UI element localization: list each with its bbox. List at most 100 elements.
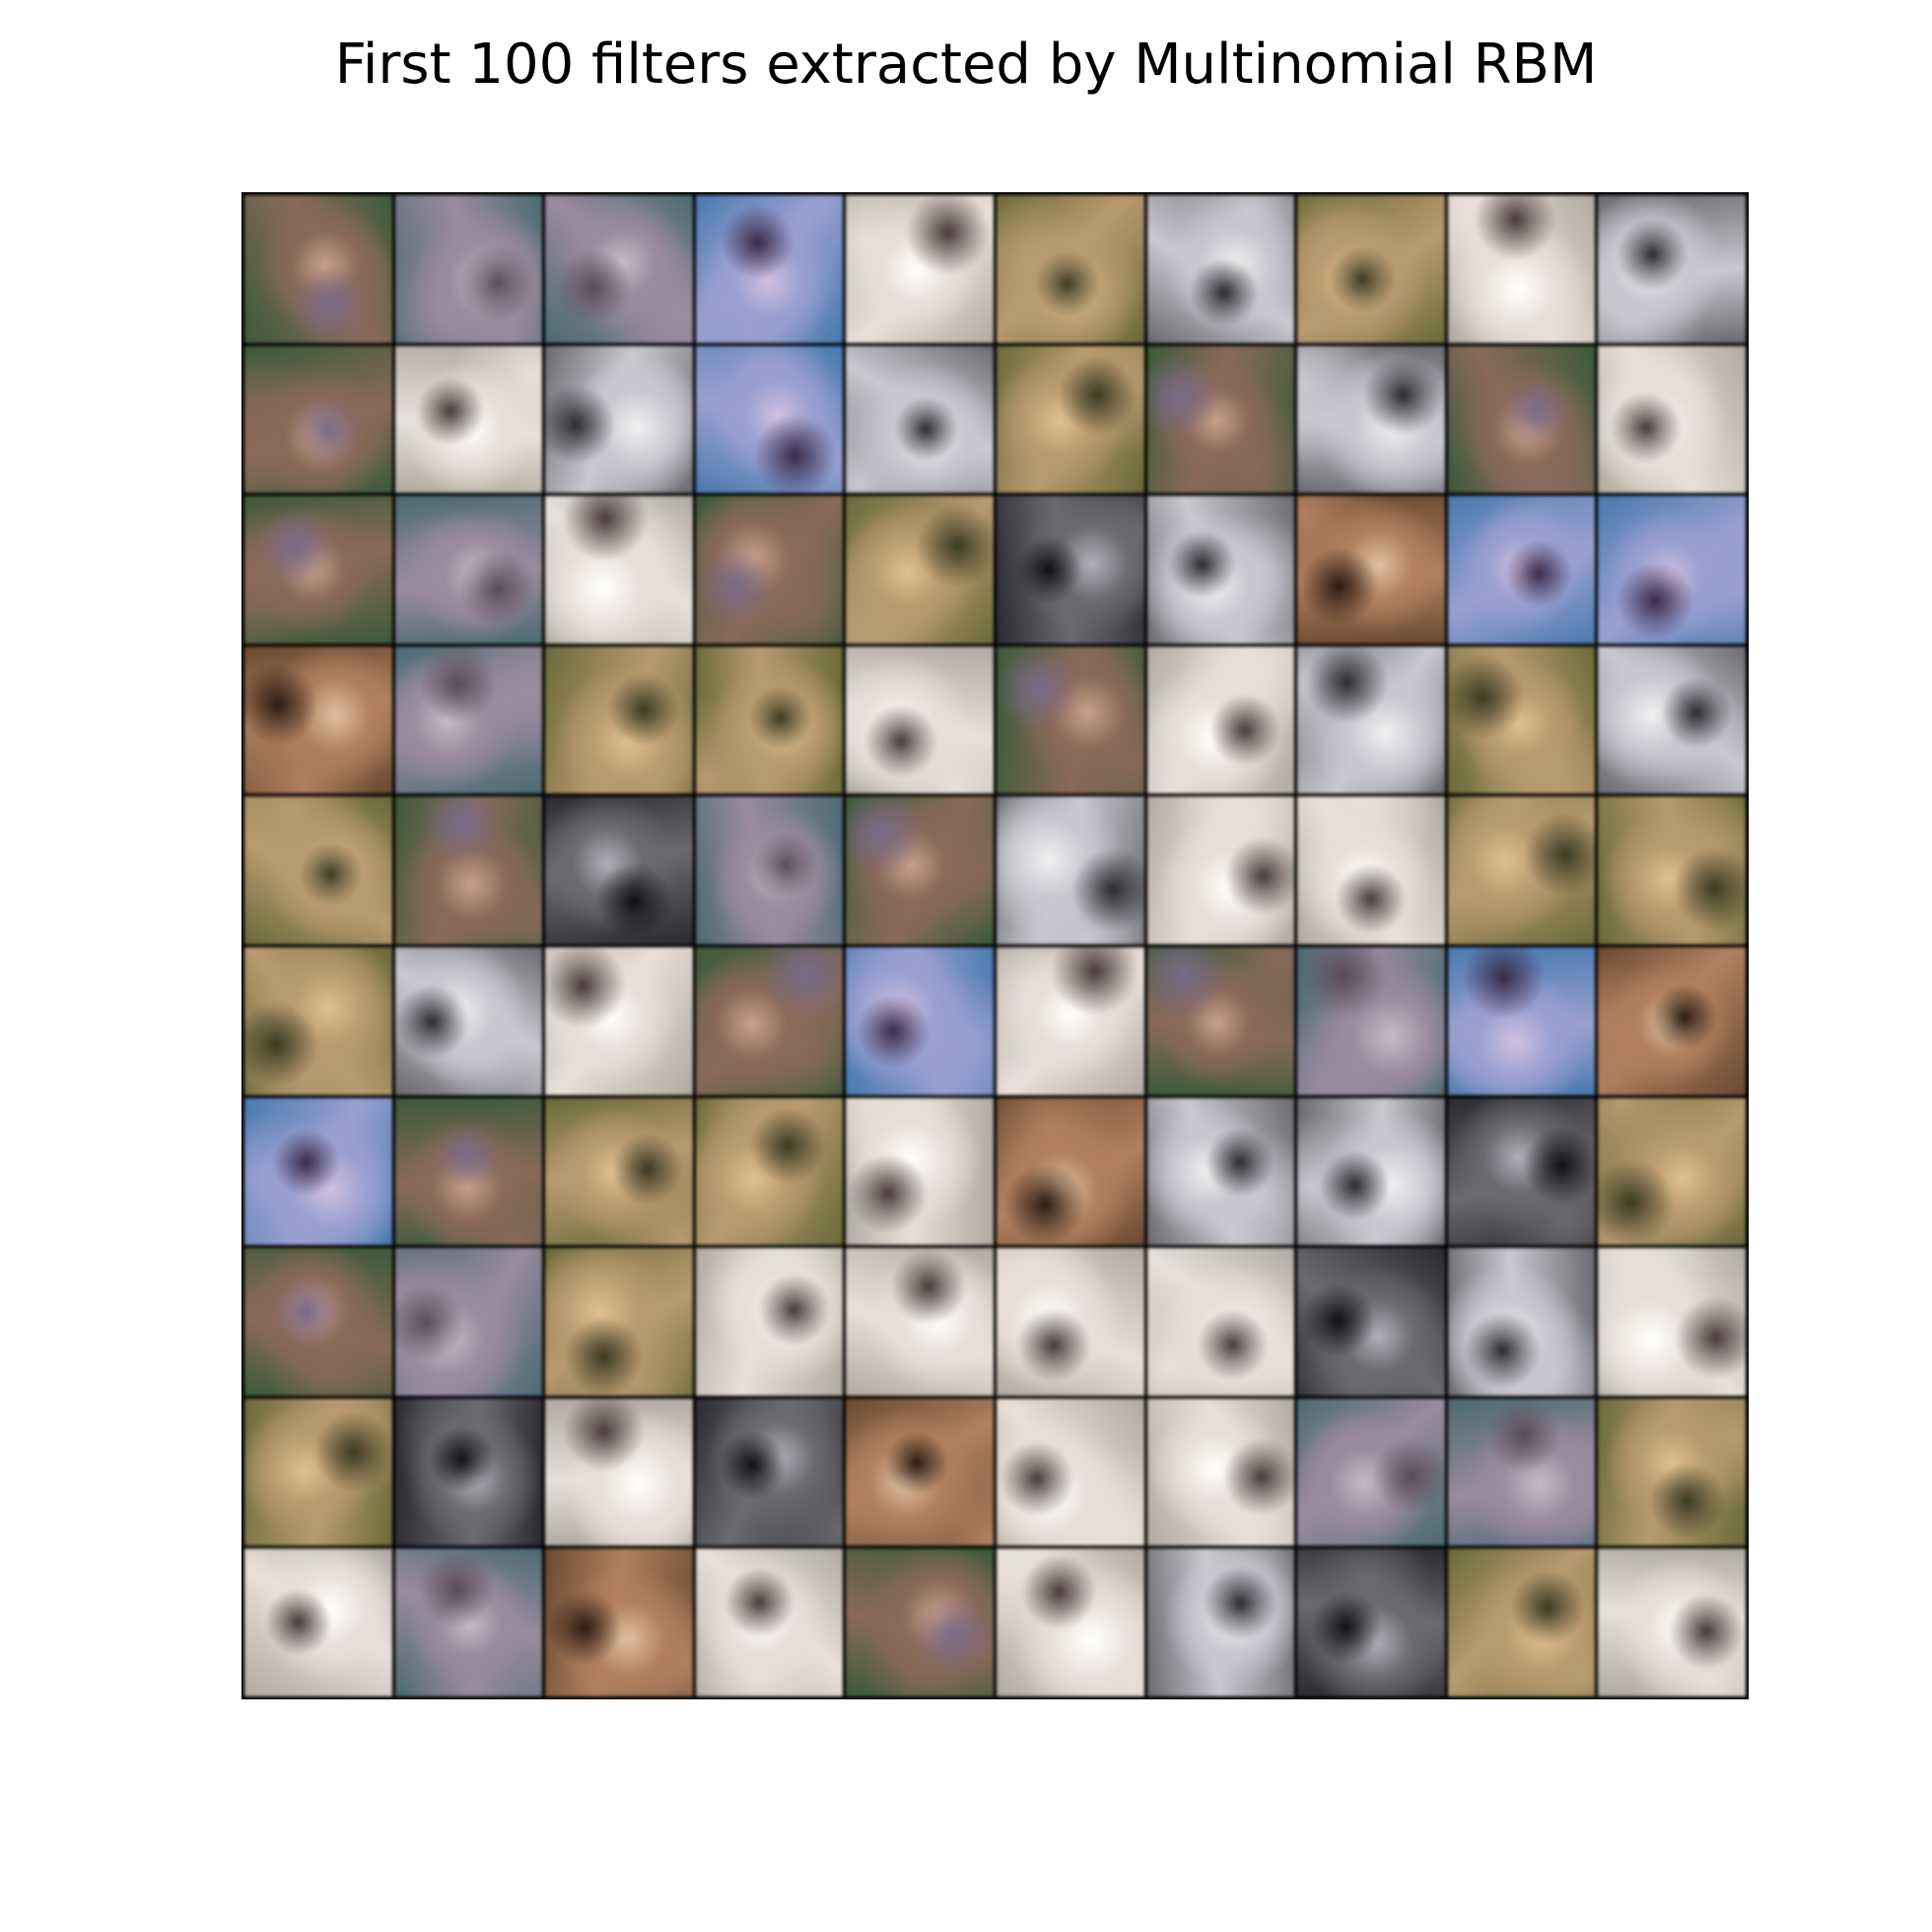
filter-tile <box>1598 947 1746 1095</box>
filter-tile <box>545 496 693 644</box>
filter-tile <box>1146 345 1295 494</box>
filter-tile <box>695 1549 844 1696</box>
filter-tile <box>1598 345 1746 494</box>
filter-tile <box>997 947 1144 1095</box>
filter-tile <box>244 1398 392 1547</box>
filter-tile <box>846 646 994 794</box>
filter-tile <box>1297 947 1445 1095</box>
filter-tile <box>695 195 844 343</box>
filter-tile <box>695 1398 844 1547</box>
filter-tile <box>1598 1248 1746 1396</box>
filter-tile <box>244 796 392 944</box>
filter-tile <box>244 496 392 644</box>
filter-tile <box>394 1398 543 1547</box>
filter-tile <box>695 496 844 644</box>
filter-tile <box>1146 1398 1295 1547</box>
filter-tile <box>1297 496 1445 644</box>
filter-tile <box>1297 1097 1445 1246</box>
filter-tile <box>244 345 392 494</box>
filter-tile <box>846 796 994 944</box>
filter-tile <box>394 646 543 794</box>
filter-tile <box>545 947 693 1095</box>
filter-tile <box>1447 195 1596 343</box>
filter-tile <box>1146 646 1295 794</box>
filter-tile <box>1598 1398 1746 1547</box>
filter-tile <box>1447 345 1596 494</box>
filter-tile <box>394 496 543 644</box>
filter-tile <box>695 646 844 794</box>
filter-tile <box>1598 796 1746 944</box>
filter-tile <box>1146 1248 1295 1396</box>
filter-tile <box>997 345 1144 494</box>
filter-tile <box>1297 195 1445 343</box>
filter-tile <box>244 1549 392 1696</box>
filter-tile <box>1146 1549 1295 1696</box>
filter-tile <box>695 345 844 494</box>
filter-tile <box>1297 646 1445 794</box>
filter-tile <box>1146 195 1295 343</box>
filter-tile <box>695 1097 844 1246</box>
filter-tile <box>1447 496 1596 644</box>
filter-grid <box>242 192 1749 1699</box>
filter-tile <box>244 646 392 794</box>
filter-tile <box>1447 1248 1596 1396</box>
filter-tile <box>1447 646 1596 794</box>
filter-tile <box>394 1549 543 1696</box>
filter-tile <box>545 796 693 944</box>
filter-tile <box>1598 1097 1746 1246</box>
filter-tile <box>545 1398 693 1547</box>
filter-tile <box>1447 1549 1596 1696</box>
filter-tile <box>997 1549 1144 1696</box>
filter-tile <box>545 195 693 343</box>
filter-tile <box>394 947 543 1095</box>
filter-tile <box>997 1248 1144 1396</box>
filter-tile <box>1297 345 1445 494</box>
filter-tile <box>244 1097 392 1246</box>
filter-tile <box>1447 1398 1596 1547</box>
filter-tile <box>846 1248 994 1396</box>
filter-tile <box>545 1248 693 1396</box>
filter-tile <box>1146 796 1295 944</box>
filter-tile <box>545 646 693 794</box>
filter-tile <box>1146 496 1295 644</box>
filter-tile <box>1598 646 1746 794</box>
filter-tile <box>394 1097 543 1246</box>
filter-tile <box>997 1398 1144 1547</box>
filter-tile <box>997 796 1144 944</box>
filter-tile <box>846 1398 994 1547</box>
filter-tile <box>846 1549 994 1696</box>
filter-tile <box>1447 796 1596 944</box>
filter-tile <box>545 1549 693 1696</box>
filter-tile <box>997 1097 1144 1246</box>
filter-tile <box>846 1097 994 1246</box>
filter-tile <box>997 646 1144 794</box>
filter-tile <box>394 1248 543 1396</box>
filter-tile <box>394 195 543 343</box>
filter-tile <box>244 1248 392 1396</box>
filter-tile <box>394 345 543 494</box>
filter-tile <box>695 947 844 1095</box>
filter-tile <box>846 947 994 1095</box>
filter-tile <box>1447 947 1596 1095</box>
filter-tile <box>997 195 1144 343</box>
filter-tile <box>997 496 1144 644</box>
filter-tile <box>1447 1097 1596 1246</box>
filter-tile <box>1146 1097 1295 1246</box>
filter-tile <box>846 195 994 343</box>
filter-tile <box>244 947 392 1095</box>
filter-tile <box>1297 796 1445 944</box>
filter-tile <box>1598 1549 1746 1696</box>
filter-tile <box>1146 947 1295 1095</box>
filter-tile <box>695 796 844 944</box>
filter-tile <box>545 345 693 494</box>
filter-tile <box>244 195 392 343</box>
filter-tile <box>1598 496 1746 644</box>
figure-title: First 100 filters extracted by Multinomi… <box>334 33 1598 97</box>
filter-tile <box>545 1097 693 1246</box>
filter-tile <box>846 496 994 644</box>
filter-tile <box>1297 1398 1445 1547</box>
filter-tile <box>695 1248 844 1396</box>
filter-tile <box>846 345 994 494</box>
filter-tile <box>1297 1549 1445 1696</box>
filter-tile <box>394 796 543 944</box>
